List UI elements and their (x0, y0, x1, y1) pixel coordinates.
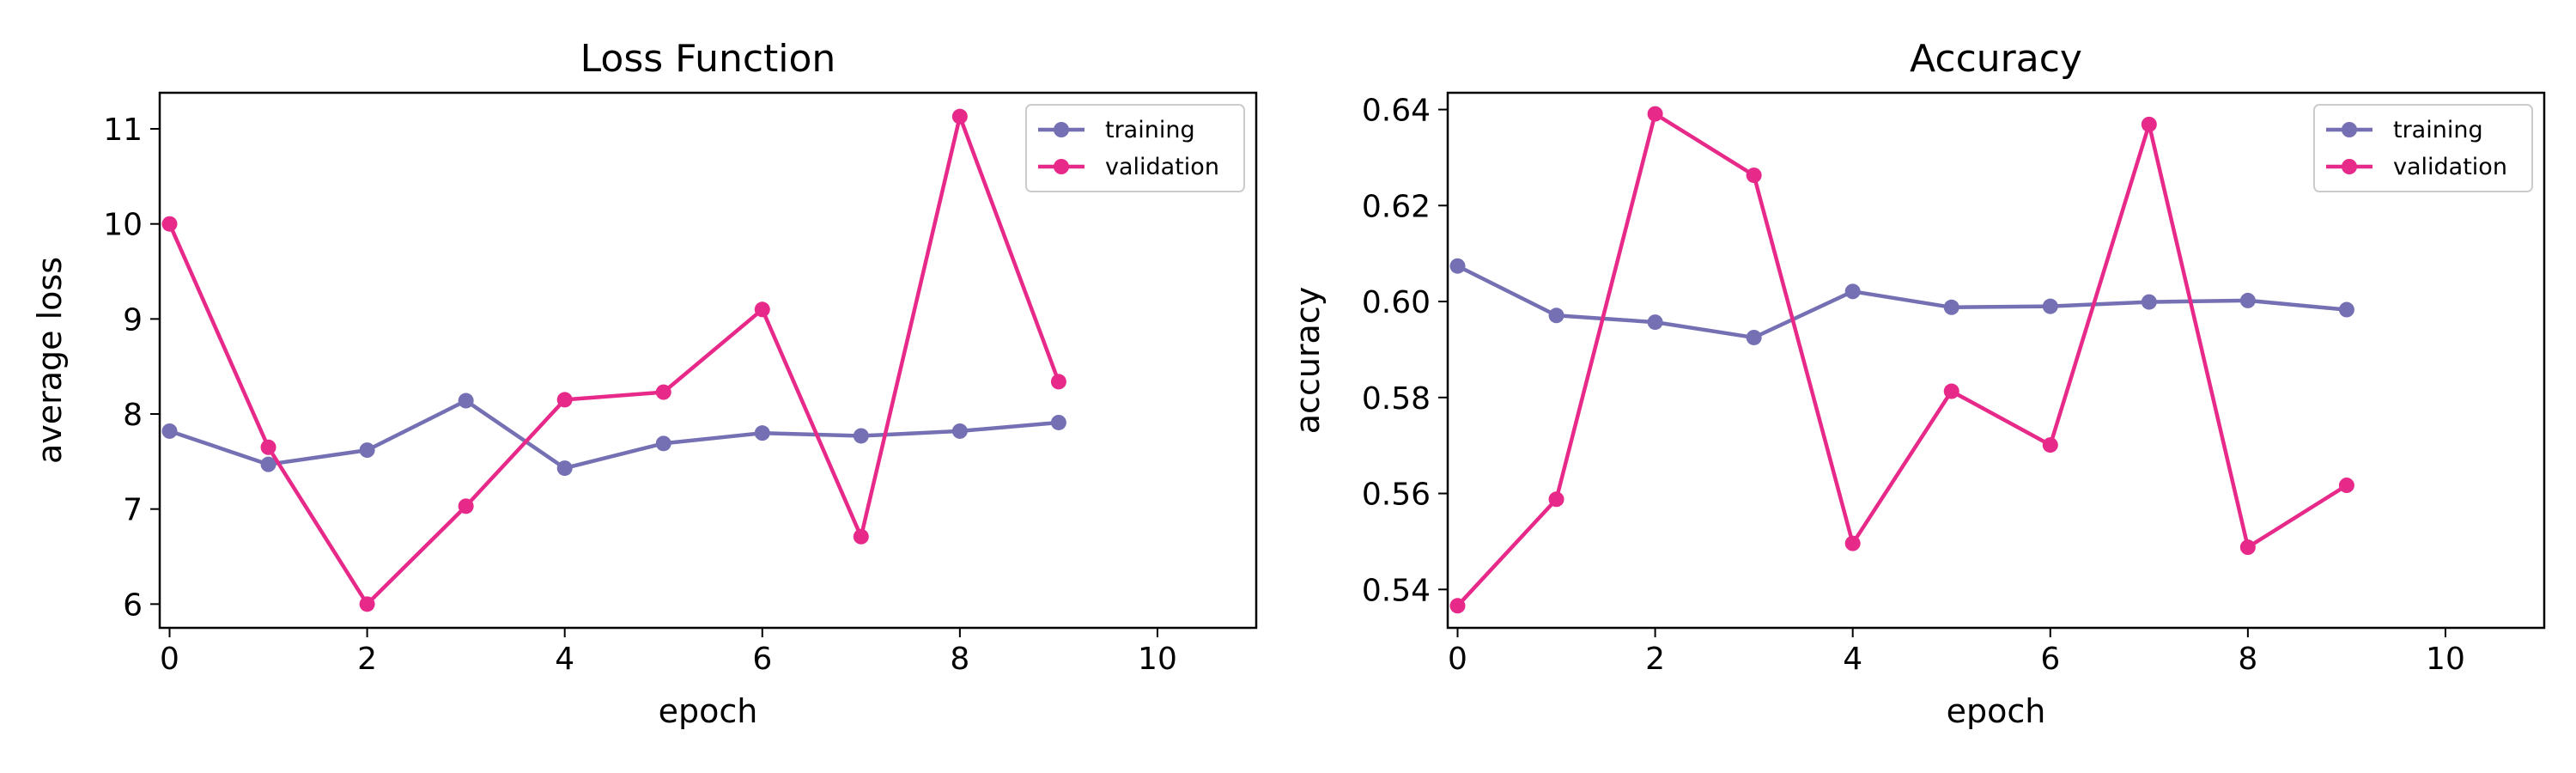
loss-validation-point (951, 108, 968, 125)
loss-axes-frame (158, 91, 1258, 630)
accuracy-series-training (1449, 258, 2354, 345)
accuracy-y-tick-label: 0.62 (1362, 189, 1431, 224)
loss-y-tick-label: 7 (123, 493, 143, 528)
accuracy-validation-line (1455, 112, 2348, 607)
accuracy-training-point (2141, 294, 2157, 310)
loss-legend-label-validation: validation (1105, 154, 1219, 180)
accuracy-y-axis-label: accuracy (1289, 287, 1327, 434)
loss-training-point (853, 428, 869, 444)
accuracy-x-tick-label: 4 (1843, 642, 1862, 677)
loss-x-tick-label: 0 (160, 642, 179, 677)
accuracy-y-tick-label: 0.54 (1362, 573, 1431, 608)
loss-validation-point (655, 384, 671, 400)
loss-validation-line (167, 114, 1061, 606)
loss-y-tick-label: 8 (123, 398, 143, 433)
loss-y-tick-label: 10 (103, 208, 143, 243)
loss-training-point (458, 393, 474, 409)
accuracy-y-tick-label: 0.64 (1362, 94, 1431, 129)
accuracy-training-point (1548, 307, 1564, 324)
loss-series-validation (161, 108, 1066, 612)
loss-x-tick-label: 6 (752, 642, 772, 677)
accuracy-x-tick-label: 2 (1645, 642, 1665, 677)
accuracy-x-tick-label: 8 (2238, 642, 2257, 677)
accuracy-training-point (2338, 301, 2354, 318)
loss-training-point (754, 425, 770, 441)
loss-validation-point (1050, 374, 1066, 390)
accuracy-axes-frame (1446, 91, 2546, 630)
accuracy-legend-marker-validation (2342, 159, 2357, 174)
accuracy-y-tick-label: 0.60 (1362, 285, 1431, 320)
accuracy-training-point (1844, 283, 1861, 300)
loss-legend-box (1025, 104, 1245, 192)
accuracy-validation-point (1548, 491, 1564, 508)
accuracy-training-point (1943, 299, 1959, 315)
accuracy-legend-marker-training (2342, 122, 2357, 137)
loss-training-point (951, 423, 968, 439)
loss-training-point (556, 460, 573, 477)
accuracy-training-line (1456, 264, 2348, 340)
loss-x-tick-label: 4 (555, 642, 574, 677)
accuracy-validation-point (2338, 478, 2354, 494)
accuracy-training-point (1746, 329, 1762, 345)
accuracy-validation-point (1647, 106, 1663, 122)
accuracy-validation-point (1844, 535, 1861, 551)
loss-y-tick-label: 9 (123, 302, 143, 338)
accuracy-validation-point (1943, 383, 1959, 399)
loss-legend-label-training: training (1105, 117, 1195, 143)
loss-legend: training validation (1025, 104, 1245, 192)
loss-training-point (655, 435, 671, 452)
loss-training-point (1050, 414, 1066, 430)
accuracy-training-point (2239, 292, 2256, 308)
loss-chart: Loss Function 0 2 4 6 8 10 6 7 8 9 10 11 epoch average… (31, 37, 1258, 730)
accuracy-validation-point (2042, 437, 2058, 453)
loss-chart-title: Loss Function (580, 37, 836, 81)
accuracy-training-point (1647, 314, 1663, 331)
loss-validation-point (754, 301, 770, 318)
accuracy-validation-point (2239, 539, 2256, 556)
loss-validation-point (260, 439, 276, 455)
accuracy-x-tick-label: 10 (2426, 642, 2465, 677)
loss-training-point (359, 442, 375, 459)
accuracy-training-point (2042, 298, 2058, 314)
loss-legend-marker-validation (1054, 159, 1069, 174)
loss-validation-point (458, 498, 474, 514)
loss-validation-point (853, 528, 869, 545)
accuracy-legend-label-validation: validation (2393, 154, 2507, 180)
accuracy-chart: Accuracy 0 2 4 6 8 10 0.54 0.56 0.58 0.60 0.62 0.64 e… (1289, 37, 2546, 730)
accuracy-x-tick-label: 6 (2040, 642, 2060, 677)
loss-x-tick-label: 2 (357, 642, 377, 677)
loss-y-tick-label: 11 (103, 113, 143, 148)
accuracy-y-tick-label: 0.56 (1362, 478, 1431, 513)
loss-training-point (260, 456, 276, 472)
loss-x-axis-label: epoch (659, 692, 758, 730)
accuracy-chart-title: Accuracy (1910, 37, 2082, 81)
loss-legend-marker-training (1054, 122, 1069, 137)
accuracy-validation-point (1746, 167, 1762, 184)
loss-validation-point (161, 216, 178, 232)
loss-training-line (168, 399, 1060, 471)
accuracy-legend: training validation (2313, 104, 2533, 192)
accuracy-validation-point (1449, 598, 1466, 614)
accuracy-legend-box (2313, 104, 2533, 192)
loss-validation-point (556, 392, 573, 408)
loss-y-axis-label: average loss (31, 257, 69, 464)
loss-x-tick-label: 10 (1138, 642, 1177, 677)
accuracy-y-tick-label: 0.58 (1362, 381, 1431, 417)
accuracy-series-validation (1449, 106, 2354, 614)
accuracy-x-axis-label: epoch (1947, 692, 2046, 730)
loss-training-point (161, 423, 178, 439)
loss-validation-point (359, 596, 375, 612)
accuracy-x-tick-label: 0 (1448, 642, 1467, 677)
loss-series-training (161, 393, 1066, 477)
accuracy-validation-point (2141, 116, 2157, 132)
loss-x-tick-label: 8 (950, 642, 969, 677)
loss-y-tick-label: 6 (123, 587, 143, 623)
accuracy-legend-label-training: training (2393, 117, 2483, 143)
accuracy-training-point (1449, 258, 1466, 274)
